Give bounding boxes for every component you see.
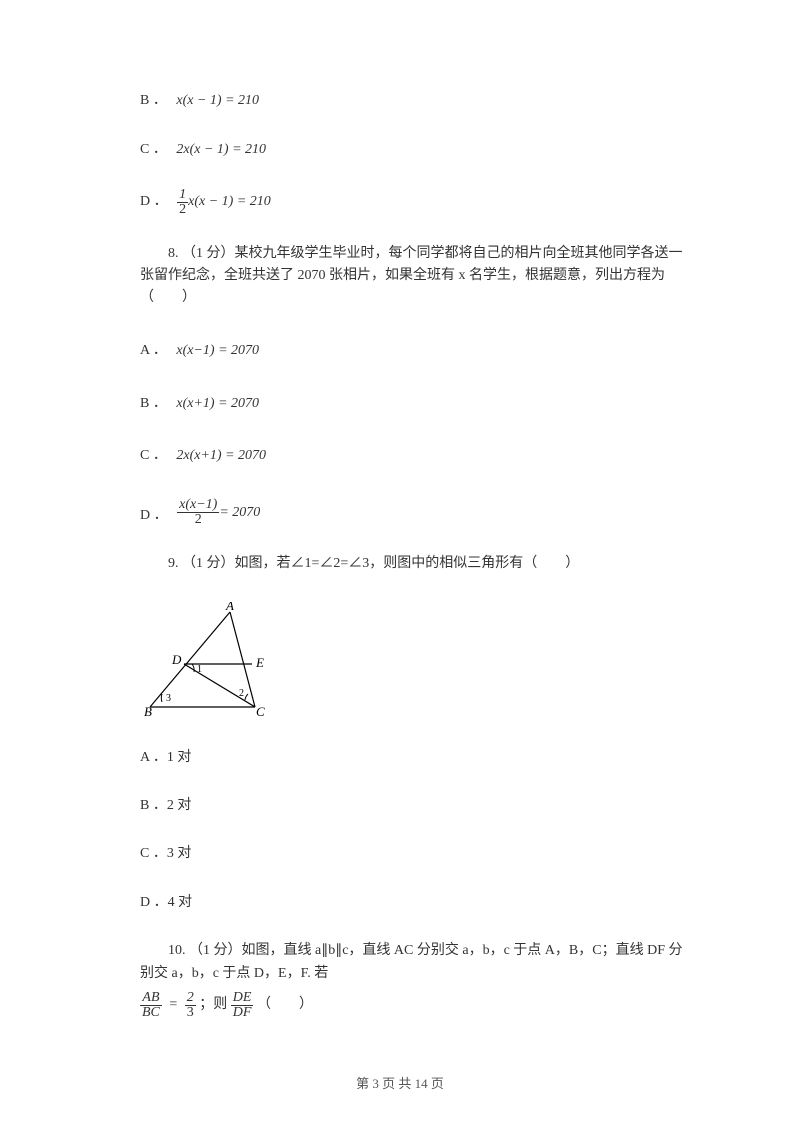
option-label: C ．	[140, 139, 167, 161]
option-label: C ．	[140, 445, 167, 467]
q9-figure: A B C D E 1 2 3	[140, 602, 690, 727]
svg-text:C: C	[256, 704, 265, 719]
q9-option-d: D ．4 对	[140, 892, 690, 914]
formula: 2x(x+1) = 2070	[176, 445, 266, 467]
svg-text:3: 3	[166, 693, 171, 704]
q10-stem-line1: 10. （1 分）如图，直线 a∥b∥c，直线 AC 分别交 a，b，c 于点 …	[140, 940, 690, 985]
q7-option-d: D ． 1 2 x(x − 1) = 210	[140, 188, 690, 217]
question-text: （1 分）如图，直线 a∥b∥c，直线 AC 分别交 a，b，c 于点 A，B，…	[140, 943, 683, 980]
text: ；则	[199, 997, 227, 1012]
q7-option-c: C ． 2x(x − 1) = 210	[140, 139, 690, 162]
q8-option-c: C ． 2x(x+1) = 2070	[140, 445, 690, 468]
fraction: x(x−1) 2	[177, 498, 219, 527]
fraction: AB BC	[140, 991, 162, 1020]
question-text: （1 分）如图，若∠1=∠2=∠3，则图中的相似三角形有（ ）	[182, 556, 579, 571]
q9-option-a: A ．1 对	[140, 747, 690, 769]
option-label: A ．	[140, 340, 167, 362]
formula: x(x+1) = 2070	[176, 393, 259, 415]
svg-text:2: 2	[239, 688, 244, 699]
svg-text:A: A	[225, 602, 234, 613]
q7-option-b: B ． x(x − 1) = 210	[140, 90, 690, 113]
triangle-diagram: A B C D E 1 2 3	[140, 602, 300, 722]
option-label: B ．	[140, 90, 167, 112]
page-footer: 第 3 页 共 14 页	[0, 1073, 800, 1092]
svg-text:B: B	[144, 704, 152, 719]
formula: x(x−1) = 2070	[176, 340, 259, 362]
q9-option-b: B ．2 对	[140, 795, 690, 817]
option-label: D ．	[140, 191, 168, 213]
svg-text:1: 1	[197, 664, 202, 675]
text: （ ）	[257, 997, 313, 1012]
q9-stem: 9. （1 分）如图，若∠1=∠2=∠3，则图中的相似三角形有（ ）	[140, 553, 690, 575]
formula: 2x(x − 1) = 210	[176, 139, 266, 161]
page-content: B ． x(x − 1) = 210 C ． 2x(x − 1) = 210 D…	[0, 0, 800, 1060]
option-label: D ．	[140, 505, 168, 527]
q8-option-a: A ． x(x−1) = 2070	[140, 340, 690, 363]
svg-text:E: E	[255, 655, 264, 670]
option-label: B ．	[140, 393, 167, 415]
q9-option-c: C ．3 对	[140, 843, 690, 865]
fraction: DE DF	[231, 991, 254, 1020]
q8-stem: 8. （1 分）某校九年级学生毕业时，每个同学都将自己的相片向全班其他同学各送一…	[140, 243, 690, 310]
svg-text:D: D	[171, 652, 182, 667]
question-number: 10.	[168, 943, 186, 958]
fraction: 1 2	[177, 188, 188, 217]
formula: x(x − 1) = 210	[188, 191, 271, 213]
fraction: 2 3	[185, 991, 196, 1020]
question-text: （1 分）某校九年级学生毕业时，每个同学都将自己的相片向全班其他同学各送一张留作…	[140, 246, 683, 306]
q8-option-d: D ． x(x−1) 2 = 2070	[140, 498, 690, 527]
q8-option-b: B ． x(x+1) = 2070	[140, 393, 690, 416]
question-number: 9.	[168, 556, 179, 571]
formula: = 2070	[219, 502, 260, 524]
question-number: 8.	[168, 246, 179, 261]
q10-stem-line2: AB BC = 2 3 ；则 DE DF （ ）	[140, 991, 690, 1020]
formula: x(x − 1) = 210	[176, 90, 259, 112]
